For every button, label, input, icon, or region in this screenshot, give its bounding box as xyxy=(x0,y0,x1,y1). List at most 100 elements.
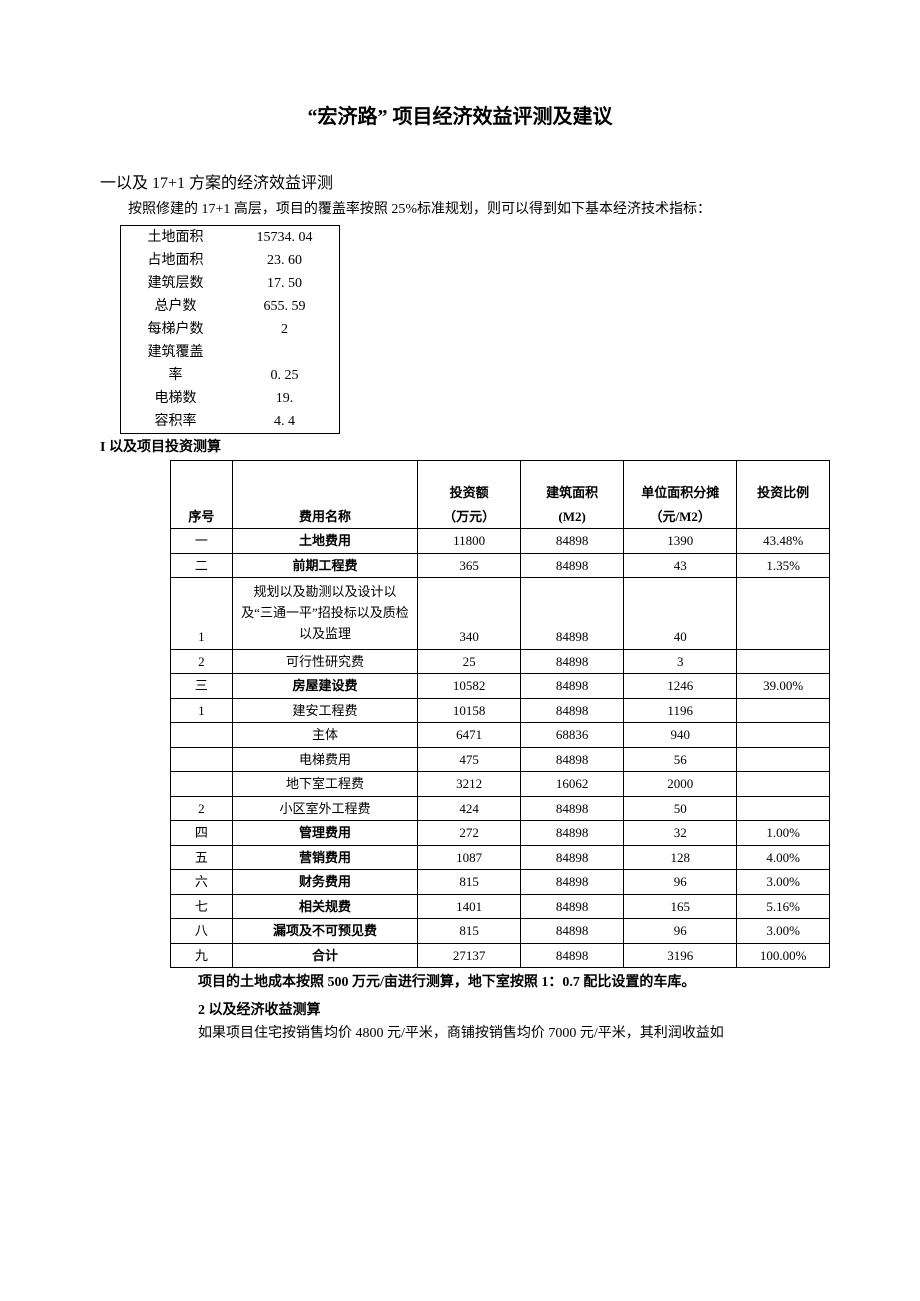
tech-row-label: 建筑层数 xyxy=(121,272,231,295)
table-cell: 6471 xyxy=(418,723,521,748)
table-cell: 3.00% xyxy=(737,919,830,944)
th-name-bot: 费用名称 xyxy=(232,505,417,529)
section-1-heading: 一以及 17+1 方案的经济效益评测 xyxy=(100,169,820,193)
table-cell xyxy=(737,698,830,723)
table-cell: 前期工程费 xyxy=(232,553,417,578)
table-cell: 1.00% xyxy=(737,821,830,846)
table-cell xyxy=(737,747,830,772)
th-area-bot: (M2) xyxy=(521,505,624,529)
th-ratio-bot xyxy=(737,505,830,529)
tech-row-value: 0. 25 xyxy=(230,364,340,387)
tech-row-label: 电梯数 xyxy=(121,387,231,410)
table-cell: 土地费用 xyxy=(232,529,417,554)
table-cell: 地下室工程费 xyxy=(232,772,417,797)
table-cell: 九 xyxy=(171,943,233,968)
th-seq-top xyxy=(171,461,233,505)
table-cell: 84898 xyxy=(521,747,624,772)
tech-row-value: 19. xyxy=(230,387,340,410)
table-cell: 五 xyxy=(171,845,233,870)
table-cell: 1196 xyxy=(624,698,737,723)
table-cell: 2 xyxy=(171,796,233,821)
table-cell: 四 xyxy=(171,821,233,846)
table-cell: 规划以及勘测以及设计以及“三通一平”招投标以及质检以及监理 xyxy=(232,578,417,649)
table-cell: 340 xyxy=(418,578,521,649)
table-cell: 3 xyxy=(624,649,737,674)
table-cell: 漏项及不可预见费 xyxy=(232,919,417,944)
table-cell: 84898 xyxy=(521,578,624,649)
table-cell: 84898 xyxy=(521,553,624,578)
table-cell: 84898 xyxy=(521,674,624,699)
table-cell: 475 xyxy=(418,747,521,772)
table-cell: 七 xyxy=(171,894,233,919)
tech-row-label: 每梯户数 xyxy=(121,318,231,341)
tech-row-label: 总户数 xyxy=(121,295,231,318)
table-cell: 96 xyxy=(624,870,737,895)
tech-row-value: 17. 50 xyxy=(230,272,340,295)
tech-row-value: 23. 60 xyxy=(230,249,340,272)
investment-table: 投资额 建筑面积 单位面积分摊 投资比例 序号 费用名称 （万元） (M2) （… xyxy=(170,460,830,968)
table-cell: 小区室外工程费 xyxy=(232,796,417,821)
table-cell: 84898 xyxy=(521,698,624,723)
table-cell: 84898 xyxy=(521,845,624,870)
section-1-intro: 按照修建的 17+1 高层，项目的覆盖率按照 25%标准规划，则可以得到如下基本… xyxy=(100,199,820,221)
table-cell: 50 xyxy=(624,796,737,821)
table-cell: 六 xyxy=(171,870,233,895)
page-title: “宏济路” 项目经济效益评测及建议 xyxy=(100,100,820,129)
table-cell: 84898 xyxy=(521,649,624,674)
table-cell xyxy=(171,747,233,772)
table-cell: 100.00% xyxy=(737,943,830,968)
table-cell: 1246 xyxy=(624,674,737,699)
table-cell: 三 xyxy=(171,674,233,699)
table-cell: 房屋建设费 xyxy=(232,674,417,699)
table-cell: 43.48% xyxy=(737,529,830,554)
table-cell: 128 xyxy=(624,845,737,870)
table-cell: 建安工程费 xyxy=(232,698,417,723)
table-cell: 4.00% xyxy=(737,845,830,870)
tech-row-label: 率 xyxy=(121,364,231,387)
table-cell xyxy=(737,649,830,674)
table-cell: 40 xyxy=(624,578,737,649)
table-cell: 1401 xyxy=(418,894,521,919)
table-cell: 八 xyxy=(171,919,233,944)
table-cell: 11800 xyxy=(418,529,521,554)
table-cell: 1087 xyxy=(418,845,521,870)
table-cell: 10582 xyxy=(418,674,521,699)
table-cell: 3196 xyxy=(624,943,737,968)
table-cell: 56 xyxy=(624,747,737,772)
table-cell: 84898 xyxy=(521,821,624,846)
table-cell: 68836 xyxy=(521,723,624,748)
table-cell: 815 xyxy=(418,919,521,944)
income-subheading: 2 以及经济收益测算 xyxy=(170,999,820,1019)
th-seq-bot: 序号 xyxy=(171,505,233,529)
table-cell: 272 xyxy=(418,821,521,846)
table-cell xyxy=(737,772,830,797)
table-cell: 二 xyxy=(171,553,233,578)
table-cell xyxy=(737,796,830,821)
table-cell: 2000 xyxy=(624,772,737,797)
table-cell: 84898 xyxy=(521,919,624,944)
table-cell: 424 xyxy=(418,796,521,821)
note-income: 如果项目住宅按销售均价 4800 元/平米，商铺按销售均价 7000 元/平米，… xyxy=(170,1023,820,1045)
table-cell: 32 xyxy=(624,821,737,846)
table-cell: 5.16% xyxy=(737,894,830,919)
table-cell: 43 xyxy=(624,553,737,578)
table-cell: 1.35% xyxy=(737,553,830,578)
tech-row-label: 土地面积 xyxy=(121,226,231,250)
table-cell: 165 xyxy=(624,894,737,919)
investment-subheading: I 以及项目投资测算 xyxy=(100,436,820,456)
table-cell xyxy=(737,578,830,649)
table-cell: 84898 xyxy=(521,943,624,968)
tech-row-label: 占地面积 xyxy=(121,249,231,272)
table-cell: 3.00% xyxy=(737,870,830,895)
table-cell: 1 xyxy=(171,698,233,723)
table-cell: 940 xyxy=(624,723,737,748)
table-cell xyxy=(171,772,233,797)
table-cell: 84898 xyxy=(521,894,624,919)
table-cell: 365 xyxy=(418,553,521,578)
table-cell: 1 xyxy=(171,578,233,649)
table-cell: 39.00% xyxy=(737,674,830,699)
table-cell: 3212 xyxy=(418,772,521,797)
tech-row-value: 655. 59 xyxy=(230,295,340,318)
th-unit-top: 单位面积分摊 xyxy=(624,461,737,505)
table-cell: 84898 xyxy=(521,529,624,554)
